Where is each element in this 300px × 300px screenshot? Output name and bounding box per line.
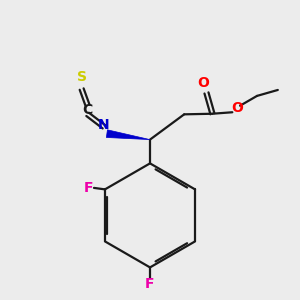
Text: N: N	[98, 118, 110, 132]
Polygon shape	[106, 130, 150, 140]
Text: F: F	[84, 181, 93, 195]
Text: C: C	[82, 103, 93, 117]
Text: O: O	[198, 76, 209, 89]
Text: S: S	[76, 70, 87, 84]
Text: O: O	[232, 101, 244, 115]
Text: F: F	[145, 277, 155, 291]
